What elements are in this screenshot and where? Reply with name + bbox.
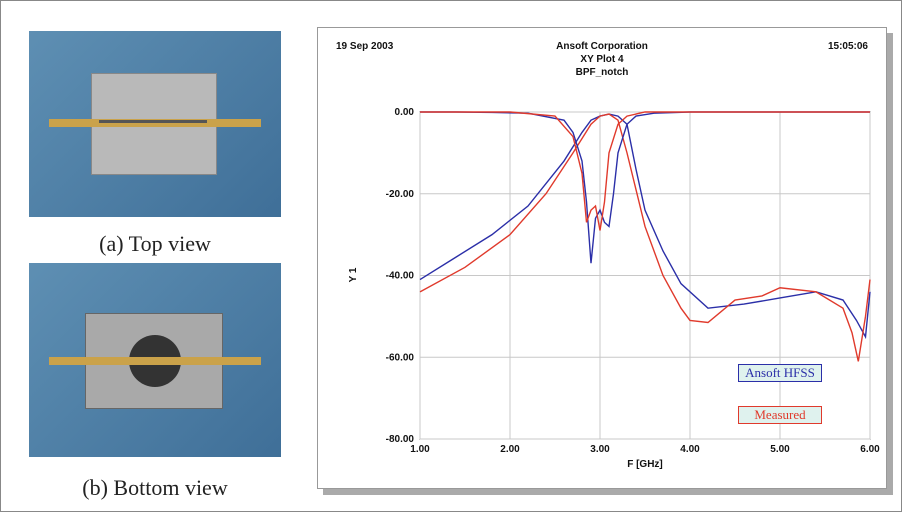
caption: (b) Bottom view xyxy=(82,475,228,500)
y-tick-label: -60.00 xyxy=(386,352,415,363)
design-name: BPF_notch xyxy=(576,67,629,78)
time: 15:05:06 xyxy=(828,41,868,52)
chart-panel: 19 Sep 2003 15:05:06 Ansoft Corporation … xyxy=(317,27,887,489)
y-tick-label: -20.00 xyxy=(386,189,415,200)
chart-subtitle: XY Plot 4 xyxy=(580,54,624,65)
x-tick-label: 3.00 xyxy=(590,444,610,455)
x-axis-label: F [GHz] xyxy=(627,459,663,470)
legend-entry: Ansoft HFSS xyxy=(738,364,822,382)
x-tick-label: 2.00 xyxy=(500,444,520,455)
x-tick-label: 1.00 xyxy=(410,444,430,455)
x-tick-label: 6.00 xyxy=(860,444,880,455)
date: 19 Sep 2003 xyxy=(336,41,394,52)
series-line xyxy=(419,113,871,340)
y-tick-label: -40.00 xyxy=(386,271,415,282)
legend-entry: Measured xyxy=(738,406,822,424)
series-line xyxy=(420,111,870,231)
y-tick-label: -80.00 xyxy=(386,434,415,445)
x-tick-label: 4.00 xyxy=(680,444,700,455)
series-line xyxy=(419,113,871,362)
top-photo xyxy=(29,31,281,217)
chart-title: Ansoft Corporation xyxy=(556,41,648,52)
y-axis-label: Y 1 xyxy=(348,267,359,282)
bottom-photo xyxy=(29,263,281,457)
y-tick-label: 0.00 xyxy=(395,107,415,118)
x-tick-label: 5.00 xyxy=(770,444,790,455)
chart: 19 Sep 2003 15:05:06 Ansoft Corporation … xyxy=(336,41,880,470)
caption: (a) Top view xyxy=(99,231,211,256)
